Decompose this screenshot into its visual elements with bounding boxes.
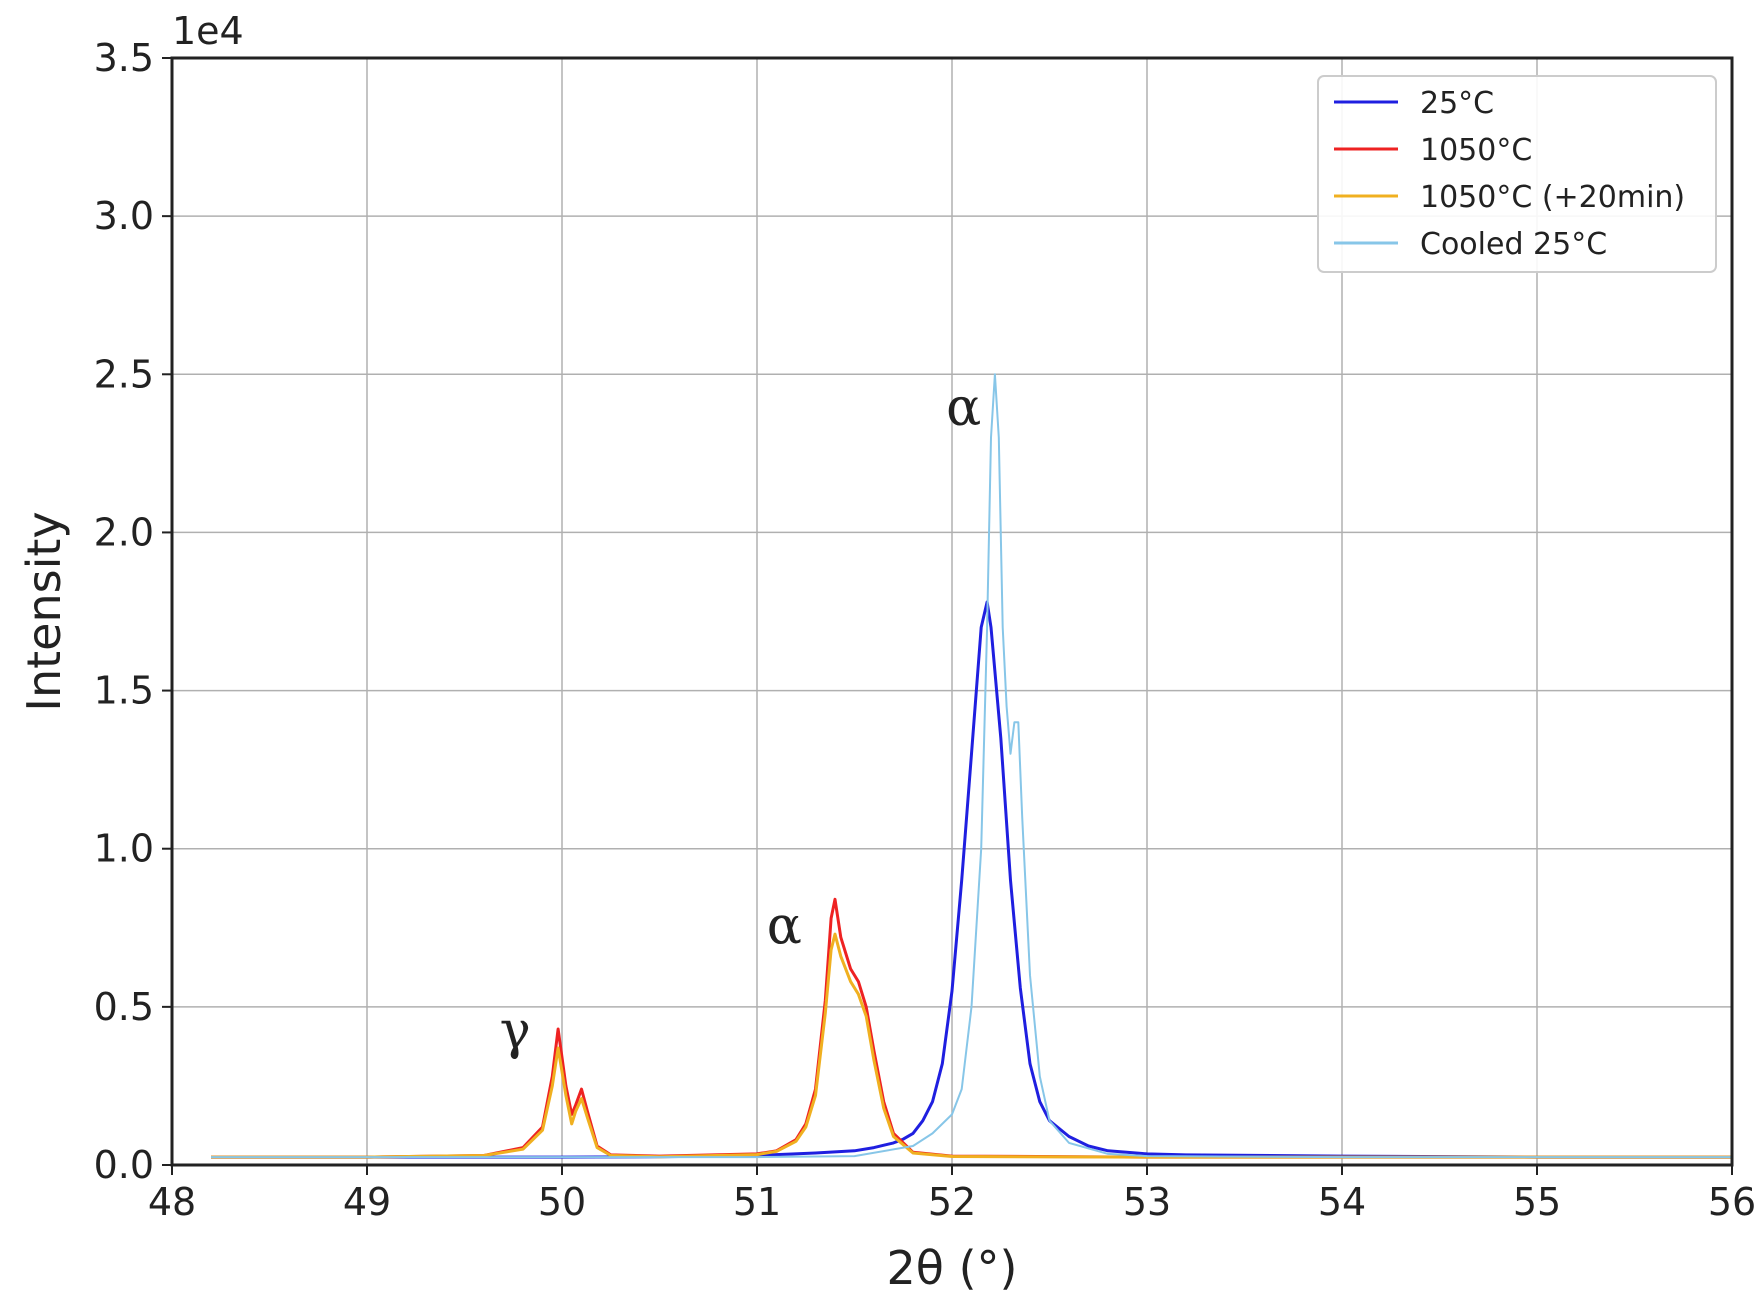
- x-tick-label: 48: [148, 1180, 196, 1224]
- y-tick-label: 2.0: [94, 510, 154, 554]
- y-tick-label: 3.0: [94, 194, 154, 238]
- y-tick-label: 2.5: [94, 352, 154, 396]
- y-axis-label: Intensity: [17, 511, 71, 711]
- x-tick-label: 54: [1318, 1180, 1366, 1224]
- legend-box: [1317, 75, 1717, 273]
- x-tick-label: 52: [928, 1180, 976, 1224]
- x-tick-label: 51: [733, 1180, 781, 1224]
- y-tick-label: 1.5: [94, 669, 154, 713]
- peak-annotation: α: [767, 897, 802, 957]
- series-line-4: [211, 373, 1732, 1159]
- peak-annotation: γ: [500, 1001, 531, 1061]
- x-tick-label: 55: [1513, 1180, 1561, 1224]
- y-tick-label: 3.5: [94, 36, 154, 80]
- legend-label: 25°C: [1420, 86, 1494, 121]
- legend-label: Cooled 25°C: [1420, 227, 1607, 262]
- x-tick-label: 50: [538, 1180, 586, 1224]
- peak-annotation: α: [946, 378, 981, 438]
- series-line-2: [211, 897, 1732, 1159]
- series-lines: [211, 373, 1732, 1159]
- legend: 25°C 1050°C 1050°C (+20min) Cooled 25°C: [1317, 75, 1717, 273]
- series-line-1: [211, 600, 1732, 1159]
- y-tick-label: 0.5: [94, 985, 154, 1029]
- legend-label: 1050°C (+20min): [1420, 180, 1685, 215]
- series-line-3: [211, 932, 1732, 1159]
- y-offset-label: 1e4: [172, 9, 244, 53]
- x-tick-label: 49: [343, 1180, 391, 1224]
- x-tick-label: 56: [1708, 1180, 1756, 1224]
- x-tick-label: 53: [1123, 1180, 1171, 1224]
- legend-label: 1050°C: [1420, 133, 1532, 168]
- axis-ticks: 48 49 50 51 52 53 54 55 56 0.0 0.5 1.0 1.5 2.0 2.5 3.0 3…: [94, 36, 1757, 1224]
- x-axis-label: 2θ (°): [887, 1241, 1018, 1295]
- y-tick-label: 0.0: [94, 1143, 154, 1187]
- y-tick-label: 1.0: [94, 827, 154, 871]
- peak-annotations: γ α α: [500, 378, 982, 1061]
